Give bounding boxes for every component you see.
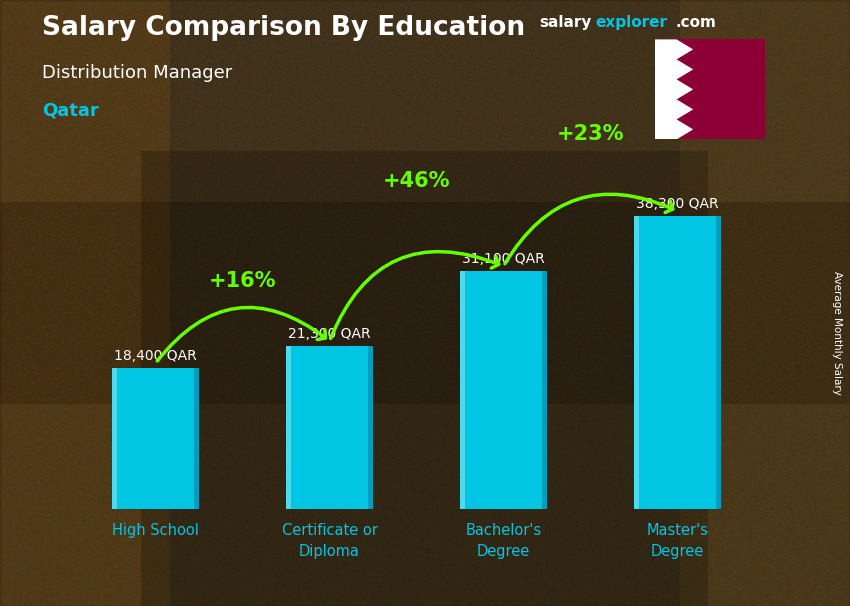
Text: +46%: +46% — [382, 171, 450, 191]
Text: explorer: explorer — [595, 15, 667, 30]
Text: 38,300 QAR: 38,300 QAR — [636, 197, 719, 211]
Text: 21,300 QAR: 21,300 QAR — [288, 327, 371, 341]
Bar — [112, 368, 199, 509]
Bar — [634, 216, 721, 509]
Text: .com: .com — [676, 15, 717, 30]
Text: +16%: +16% — [209, 271, 276, 291]
Bar — [112, 368, 117, 509]
Text: Distribution Manager: Distribution Manager — [42, 64, 233, 82]
Bar — [460, 271, 547, 509]
Text: salary: salary — [540, 15, 592, 30]
Text: 18,400 QAR: 18,400 QAR — [114, 349, 197, 363]
Bar — [634, 216, 639, 509]
Text: 31,100 QAR: 31,100 QAR — [462, 252, 545, 266]
Bar — [286, 346, 373, 509]
Text: Qatar: Qatar — [42, 101, 99, 119]
Bar — [368, 346, 373, 509]
Bar — [541, 271, 547, 509]
Text: +23%: +23% — [557, 124, 624, 144]
Bar — [286, 346, 292, 509]
Bar — [194, 368, 199, 509]
Polygon shape — [654, 39, 693, 139]
Text: Salary Comparison By Education: Salary Comparison By Education — [42, 15, 525, 41]
Bar — [460, 271, 465, 509]
Text: Average Monthly Salary: Average Monthly Salary — [832, 271, 842, 395]
Bar — [716, 216, 721, 509]
